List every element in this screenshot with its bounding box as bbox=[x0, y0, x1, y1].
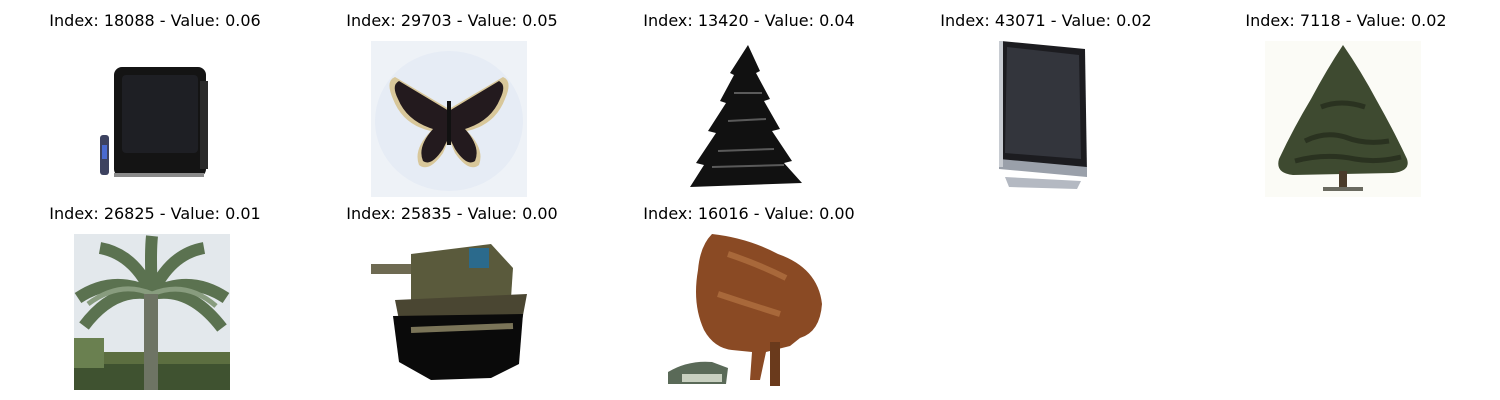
grid-cell-3: Index: 43071 - Value: 0.02 bbox=[906, 11, 1186, 197]
pine-tree-icon bbox=[668, 41, 824, 197]
cell-title: Index: 13420 - Value: 0.04 bbox=[643, 11, 855, 30]
tree-icon bbox=[1265, 41, 1421, 197]
cell-title: Index: 25835 - Value: 0.00 bbox=[346, 204, 558, 223]
grid-cell-5: Index: 26825 - Value: 0.01 bbox=[15, 204, 295, 390]
grid-cell-1: Index: 29703 - Value: 0.05 bbox=[312, 11, 592, 197]
cell-title: Index: 18088 - Value: 0.06 bbox=[49, 11, 261, 30]
grid-cell-6: Index: 25835 - Value: 0.00 bbox=[312, 204, 592, 390]
cell-title: Index: 26825 - Value: 0.01 bbox=[49, 204, 261, 223]
butterfly-icon bbox=[371, 41, 527, 197]
monitor-icon bbox=[965, 41, 1121, 197]
grid-cell-2: Index: 13420 - Value: 0.04 bbox=[609, 11, 889, 197]
palm-tree-icon bbox=[74, 234, 230, 390]
tank-icon bbox=[371, 234, 527, 390]
cell-title: Index: 29703 - Value: 0.05 bbox=[346, 11, 558, 30]
cell-title: Index: 16016 - Value: 0.00 bbox=[643, 204, 855, 223]
grid-cell-7: Index: 16016 - Value: 0.00 bbox=[609, 204, 889, 390]
grid-cell-4: Index: 7118 - Value: 0.02 bbox=[1206, 11, 1486, 197]
grid-cell-0: Index: 18088 - Value: 0.06 bbox=[15, 11, 295, 197]
television-icon bbox=[74, 41, 230, 197]
cell-title: Index: 43071 - Value: 0.02 bbox=[940, 11, 1152, 30]
cell-title: Index: 7118 - Value: 0.02 bbox=[1245, 11, 1447, 30]
animal-icon bbox=[668, 234, 824, 390]
